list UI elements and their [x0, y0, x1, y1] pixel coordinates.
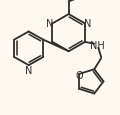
- Text: NH: NH: [90, 41, 105, 51]
- Text: N: N: [46, 19, 53, 29]
- Text: O: O: [76, 70, 83, 80]
- Text: N: N: [25, 66, 32, 76]
- Text: N: N: [84, 19, 92, 29]
